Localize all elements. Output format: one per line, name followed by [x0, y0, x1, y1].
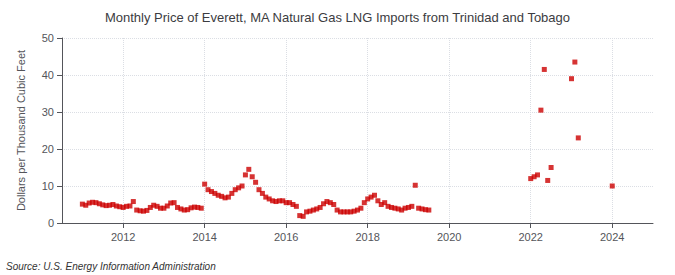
svg-text:Dollars per Thousand Cubic Fee: Dollars per Thousand Cubic Feet [15, 50, 27, 211]
svg-text:50: 50 [42, 32, 54, 44]
svg-text:2024: 2024 [600, 231, 624, 243]
svg-text:2018: 2018 [355, 231, 379, 243]
svg-text:2020: 2020 [437, 231, 461, 243]
svg-text:30: 30 [42, 106, 54, 118]
svg-text:Monthly Price of Everett, MA N: Monthly Price of Everett, MA Natural Gas… [105, 10, 570, 25]
svg-text:2012: 2012 [111, 231, 135, 243]
svg-text:40: 40 [42, 69, 54, 81]
svg-text:2022: 2022 [518, 231, 542, 243]
svg-text:2016: 2016 [274, 231, 298, 243]
svg-text:10: 10 [42, 180, 54, 192]
svg-text:0: 0 [48, 217, 54, 229]
svg-text:2014: 2014 [192, 231, 216, 243]
svg-text:20: 20 [42, 143, 54, 155]
svg-text:Source: U.S. Energy Informatio: Source: U.S. Energy Information Administ… [6, 261, 216, 272]
